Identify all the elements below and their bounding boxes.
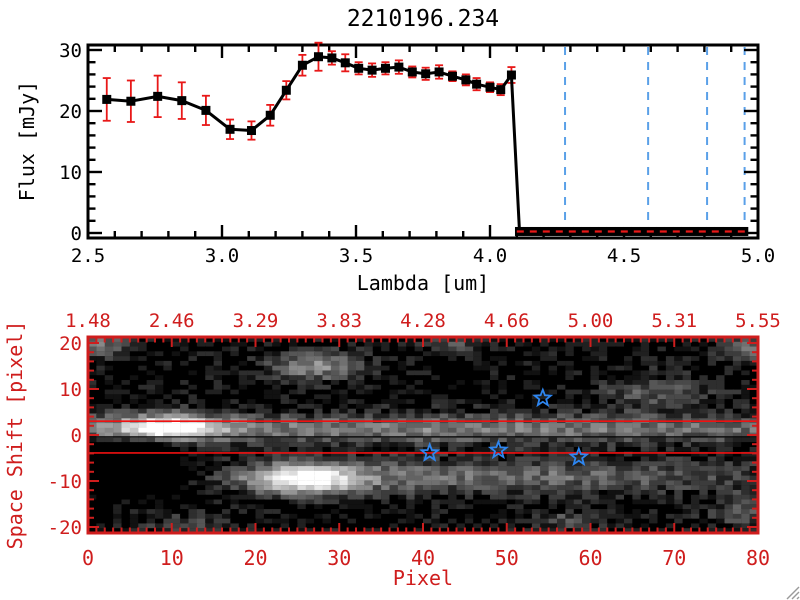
svg-text:4.66: 4.66: [484, 310, 530, 332]
svg-text:30: 30: [327, 546, 351, 570]
svg-text:0: 0: [71, 223, 82, 245]
svg-text:0: 0: [82, 546, 94, 570]
svg-text:3.5: 3.5: [339, 245, 373, 267]
svg-text:3.29: 3.29: [233, 310, 279, 332]
svg-text:20: 20: [243, 546, 267, 570]
svg-text:2.5: 2.5: [71, 245, 105, 267]
svg-text:5.0: 5.0: [741, 245, 775, 267]
svg-text:5.00: 5.00: [568, 310, 614, 332]
svg-text:30: 30: [59, 40, 82, 62]
spectral-image-plot: 0 1.48 10 2.46 20 3.29 30 3.83 40 4.28 50 4.66 60 5.0…: [48, 310, 781, 570]
spectral-2d-image: [88, 337, 758, 533]
svg-text:10: 10: [160, 546, 184, 570]
svg-text:40: 40: [411, 546, 435, 570]
svg-text:-20: -20: [48, 517, 82, 539]
svg-text:-10: -10: [48, 471, 82, 493]
pixel-x-axis-label: Pixel: [392, 566, 454, 590]
aperture-lines: [88, 420, 758, 454]
svg-text:70: 70: [662, 546, 686, 570]
window-resize-grip-icon[interactable]: [784, 584, 800, 600]
image-axis-tick-labels: 0 1.48 10 2.46 20 3.29 30 3.83 40 4.28 50 4.66 60 5.0…: [48, 310, 781, 570]
flux-axis-tick-labels: 2.5 3.0 3.5 4.0 4.5 5.0 0 10 20 30: [59, 40, 775, 267]
svg-text:4.5: 4.5: [607, 245, 641, 267]
page-title: 2210196.234: [346, 6, 500, 32]
svg-text:1.48: 1.48: [65, 310, 111, 332]
svg-text:3.83: 3.83: [316, 310, 362, 332]
svg-text:2.46: 2.46: [149, 310, 195, 332]
source-star-markers: [419, 387, 590, 467]
error-bars: [102, 41, 516, 141]
svg-text:4.0: 4.0: [473, 245, 507, 267]
svg-text:4.28: 4.28: [400, 310, 446, 332]
svg-text:20: 20: [59, 333, 82, 355]
svg-text:20: 20: [59, 101, 82, 123]
svg-text:60: 60: [578, 546, 602, 570]
svg-text:5.31: 5.31: [651, 310, 697, 332]
svg-text:80: 80: [746, 546, 770, 570]
image-axis-ticks: [87, 338, 759, 532]
svg-text:10: 10: [59, 162, 82, 184]
flux-spectrum-plot: 2.5 3.0 3.5 4.0 4.5 5.0 0 10 20 30: [59, 40, 775, 267]
lambda-x-axis-label: Lambda [um]: [356, 271, 490, 295]
svg-text:0: 0: [71, 425, 82, 447]
svg-text:10: 10: [59, 379, 82, 401]
svg-text:50: 50: [495, 546, 519, 570]
svg-text:3.0: 3.0: [205, 245, 239, 267]
wavelength-marker-dashed-lines: [564, 47, 746, 236]
svg-text:5.55: 5.55: [735, 310, 781, 332]
